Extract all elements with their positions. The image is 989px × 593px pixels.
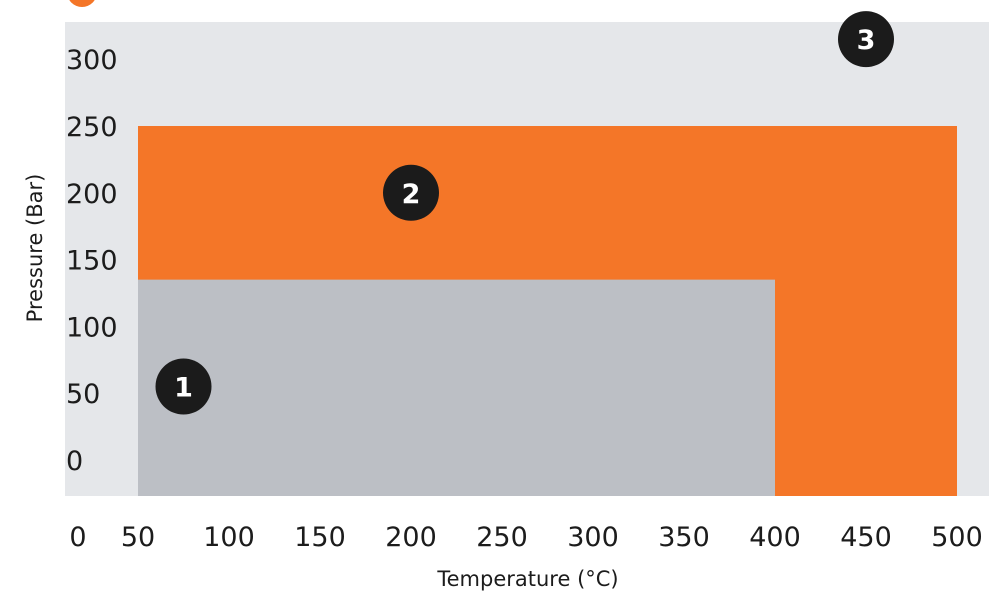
y-tick-label: 300 [66,45,118,76]
x-tick-label: 350 [658,522,710,553]
region-1-marker-label: 1 [174,373,193,404]
top-accent-circle [69,0,95,7]
region-1-marker [155,358,212,415]
y-tick-label: 50 [66,379,100,410]
region-1-area [138,279,775,496]
region-3-marker [838,11,894,68]
region-2-marker [383,164,439,221]
x-tick-label: 250 [476,522,528,553]
x-tick-label: 400 [749,522,801,553]
y-axis-ticks: 0 50 100 150 200 250 300 [66,45,118,477]
y-axis-title: Pressure (Bar) [23,174,47,323]
region-markers: 1 2 3 [155,11,894,415]
x-axis-ticks: 0 50 100 150 200 250 300 350 400 450 500 [69,522,982,553]
x-axis-title: Temperature (°C) [436,567,618,591]
x-tick-label: 50 [121,522,155,553]
x-tick-label: 450 [840,522,892,553]
y-tick-label: 200 [66,179,118,210]
region-3-marker-label: 3 [857,25,876,56]
x-tick-label: 0 [69,522,86,553]
x-tick-label: 200 [385,522,437,553]
region-2-marker-label: 2 [402,179,421,210]
x-tick-label: 300 [567,522,619,553]
x-tick-label: 100 [203,522,255,553]
y-tick-label: 250 [66,112,118,143]
x-tick-label: 500 [931,522,983,553]
y-tick-label: 150 [66,246,118,277]
y-tick-label: 100 [66,312,118,343]
top-accent-mark [69,0,95,7]
y-tick-label: 0 [66,446,83,477]
pressure-temperature-regions [138,126,957,496]
x-tick-label: 150 [294,522,346,553]
